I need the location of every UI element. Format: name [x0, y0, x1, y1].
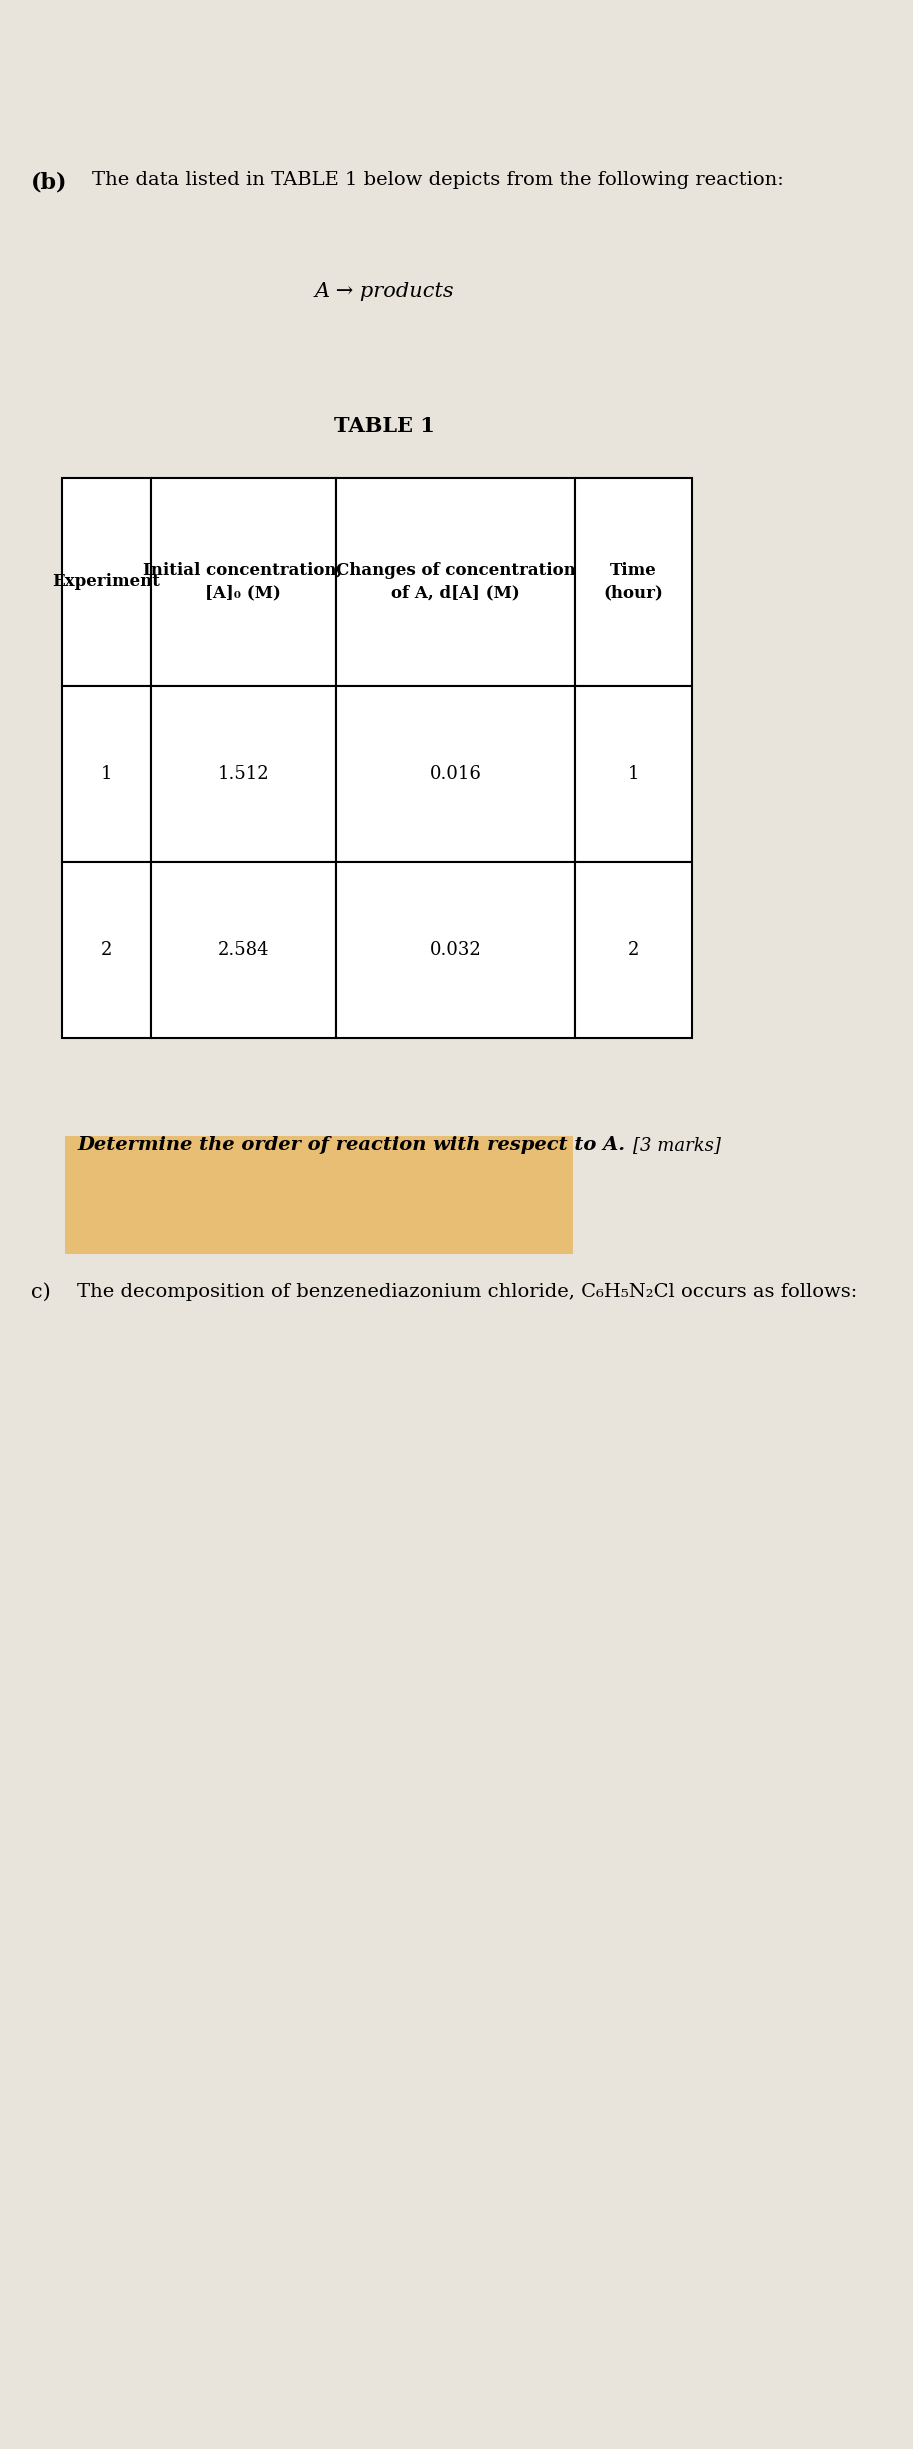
- FancyBboxPatch shape: [575, 686, 692, 862]
- Text: Experiment: Experiment: [52, 573, 160, 590]
- Text: Time
(hour): Time (hour): [603, 561, 664, 602]
- FancyBboxPatch shape: [336, 686, 575, 862]
- Text: 1.512: 1.512: [217, 764, 269, 784]
- FancyBboxPatch shape: [151, 478, 336, 686]
- Text: c): c): [31, 1283, 50, 1303]
- FancyBboxPatch shape: [336, 478, 575, 686]
- FancyBboxPatch shape: [61, 862, 151, 1038]
- Text: 2: 2: [100, 940, 111, 960]
- Text: 0.032: 0.032: [429, 940, 481, 960]
- Text: Changes of concentration
of A, d[A] (M): Changes of concentration of A, d[A] (M): [335, 561, 575, 602]
- FancyBboxPatch shape: [575, 478, 692, 686]
- Text: A → products: A → products: [315, 282, 455, 301]
- FancyBboxPatch shape: [151, 862, 336, 1038]
- Text: Determine the order of reaction with respect to A.: Determine the order of reaction with res…: [77, 1136, 625, 1153]
- FancyBboxPatch shape: [151, 686, 336, 862]
- Text: 2.584: 2.584: [217, 940, 268, 960]
- FancyBboxPatch shape: [66, 1136, 573, 1254]
- Text: [3 marks]: [3 marks]: [634, 1136, 721, 1153]
- FancyBboxPatch shape: [61, 478, 151, 686]
- Text: Initial concentration,
[A]₀ (M): Initial concentration, [A]₀ (M): [143, 561, 342, 602]
- Text: The decomposition of benzenediazonium chloride, C₆H₅N₂Cl occurs as follows:: The decomposition of benzenediazonium ch…: [77, 1283, 857, 1300]
- Text: (b): (b): [31, 171, 68, 193]
- Text: 1: 1: [100, 764, 111, 784]
- Text: 1: 1: [628, 764, 639, 784]
- Text: 0.016: 0.016: [429, 764, 481, 784]
- Text: TABLE 1: TABLE 1: [334, 416, 436, 436]
- FancyBboxPatch shape: [575, 862, 692, 1038]
- Text: 2: 2: [628, 940, 639, 960]
- FancyBboxPatch shape: [61, 686, 151, 862]
- FancyBboxPatch shape: [336, 862, 575, 1038]
- Text: The data listed in TABLE 1 below depicts from the following reaction:: The data listed in TABLE 1 below depicts…: [92, 171, 784, 189]
